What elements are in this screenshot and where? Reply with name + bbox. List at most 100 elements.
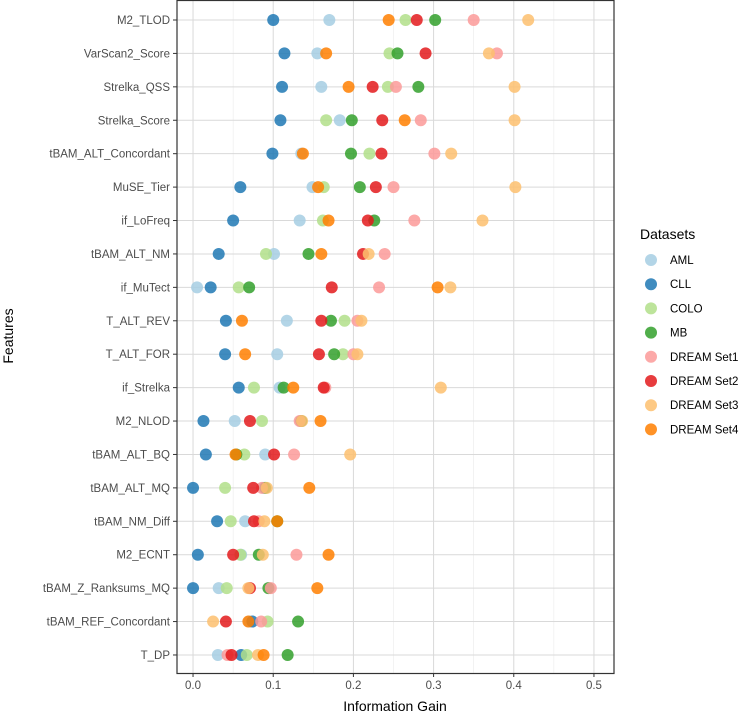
y-tick-label: VarScan2_Score — [84, 48, 170, 60]
data-point-aml — [293, 214, 306, 227]
y-tick-label: M2_ECNT — [116, 550, 170, 562]
data-point-cll — [211, 515, 224, 528]
data-point-dream-set2 — [247, 481, 260, 494]
x-axis-title: Information Gain — [343, 698, 447, 714]
data-point-cll — [212, 247, 225, 260]
data-point-mb — [391, 47, 404, 60]
data-point-cll — [267, 14, 280, 26]
data-point-aml — [323, 14, 336, 26]
x-tick-label: 0.4 — [506, 680, 523, 692]
data-point-cll — [197, 415, 210, 428]
legend-label: MB — [670, 328, 688, 340]
data-point-dream-set4 — [314, 415, 327, 428]
data-point-colo — [240, 648, 253, 661]
y-tick-label: if_MuTect — [121, 282, 171, 294]
y-tick-label: T_ALT_REV — [106, 316, 170, 328]
data-point-dream-set2 — [410, 14, 423, 26]
data-point-dream-set3 — [242, 582, 255, 595]
data-point-dream-set2 — [376, 114, 389, 127]
legend: Datasets AML CLL COLO MB DREAM Set1 DREAM Set… — [640, 226, 739, 436]
data-point-dream-set2 — [243, 415, 256, 428]
data-point-cll — [219, 348, 232, 361]
data-point-dream-set4 — [287, 381, 300, 394]
data-point-dream-set3 — [296, 415, 309, 428]
x-tick-label: 0.5 — [586, 680, 602, 692]
data-point-dream-set4 — [315, 247, 328, 260]
data-point-dream-set4 — [239, 348, 252, 361]
data-point-colo — [336, 348, 349, 361]
data-point-cll — [204, 281, 217, 294]
y-tick-label: MuSE_Tier — [113, 182, 170, 194]
data-point-dream-set3 — [508, 80, 521, 93]
panel-border — [176, 0, 615, 675]
y-tick-label: T_ALT_FOR — [106, 349, 170, 361]
data-point-colo — [255, 415, 268, 428]
data-point-dream-set1 — [414, 114, 427, 127]
data-point-mb — [302, 247, 315, 260]
legend-label: CLL — [670, 279, 692, 291]
data-point-dream-set4 — [303, 481, 316, 494]
data-point-dream-set2 — [227, 548, 240, 561]
x-tick-label: 0.1 — [265, 680, 281, 692]
data-point-dream-set2 — [369, 181, 382, 194]
data-point-mb — [324, 314, 337, 327]
data-point-dream-set4 — [229, 448, 242, 461]
data-point-mb — [292, 615, 305, 628]
y-tick-label: if_LoFreq — [121, 216, 170, 228]
data-point-dream-set3 — [362, 247, 375, 260]
data-point-mb — [345, 114, 358, 127]
data-point-dream-set4 — [431, 281, 444, 294]
data-point-dream-set4 — [271, 515, 284, 528]
data-point-dream-set4 — [342, 80, 355, 93]
data-point-dream-set3 — [482, 47, 495, 60]
data-point-aml — [311, 47, 324, 60]
data-point-dream-set1 — [428, 147, 441, 160]
data-point-aml — [271, 348, 284, 361]
data-point-dream-set3 — [256, 548, 269, 561]
data-point-aml — [333, 114, 346, 127]
data-point-cll — [187, 582, 200, 595]
x-tick-label: 0.0 — [185, 680, 201, 692]
data-point-mb — [344, 147, 357, 160]
data-point-colo — [399, 14, 412, 26]
data-point-dream-set3 — [351, 348, 364, 361]
data-point-dream-set4 — [257, 648, 270, 661]
data-point-mb — [429, 14, 442, 26]
data-point-cll — [266, 147, 279, 160]
legend-label: AML — [670, 255, 694, 267]
data-point-dream-set3 — [260, 481, 273, 494]
data-point-cll — [219, 314, 232, 327]
data-point-dream-set2 — [419, 47, 432, 60]
data-point-dream-set4 — [296, 147, 309, 160]
data-point-colo — [260, 247, 273, 260]
data-point-dream-set1 — [467, 14, 480, 26]
data-point-dream-set3 — [444, 281, 457, 294]
y-axis: M2_TLOD VarScan2_Score Strelka_QSS Strelka_… — [43, 15, 177, 662]
legend-key — [645, 254, 657, 266]
y-tick-label: tBAM_Z_Ranksums_MQ — [43, 583, 170, 595]
data-point-cll — [234, 181, 247, 194]
data-point-colo — [338, 314, 351, 327]
data-point-colo — [224, 515, 237, 528]
data-point-dream-set4 — [322, 214, 335, 227]
data-point-dream-set2 — [247, 515, 260, 528]
data-point-dream-set2 — [225, 648, 238, 661]
data-point-aml — [315, 80, 328, 93]
data-point-dream-set4 — [312, 181, 325, 194]
data-point-dream-set2 — [315, 314, 328, 327]
data-point-aml — [228, 415, 241, 428]
data-point-dream-set1 — [290, 548, 303, 561]
y-tick-label: T_DP — [141, 650, 171, 662]
data-point-cll — [274, 114, 287, 127]
data-point-mb — [412, 80, 425, 93]
legend-title: Datasets — [640, 226, 695, 242]
data-point-cll — [227, 214, 240, 227]
data-point-dream-set3 — [509, 181, 522, 194]
data-point-dream-set1 — [378, 247, 391, 260]
data-point-aml — [259, 448, 272, 461]
data-points — [187, 14, 535, 661]
data-point-dream-set2 — [325, 281, 338, 294]
data-point-dream-set4 — [382, 14, 395, 26]
data-point-colo — [219, 481, 232, 494]
